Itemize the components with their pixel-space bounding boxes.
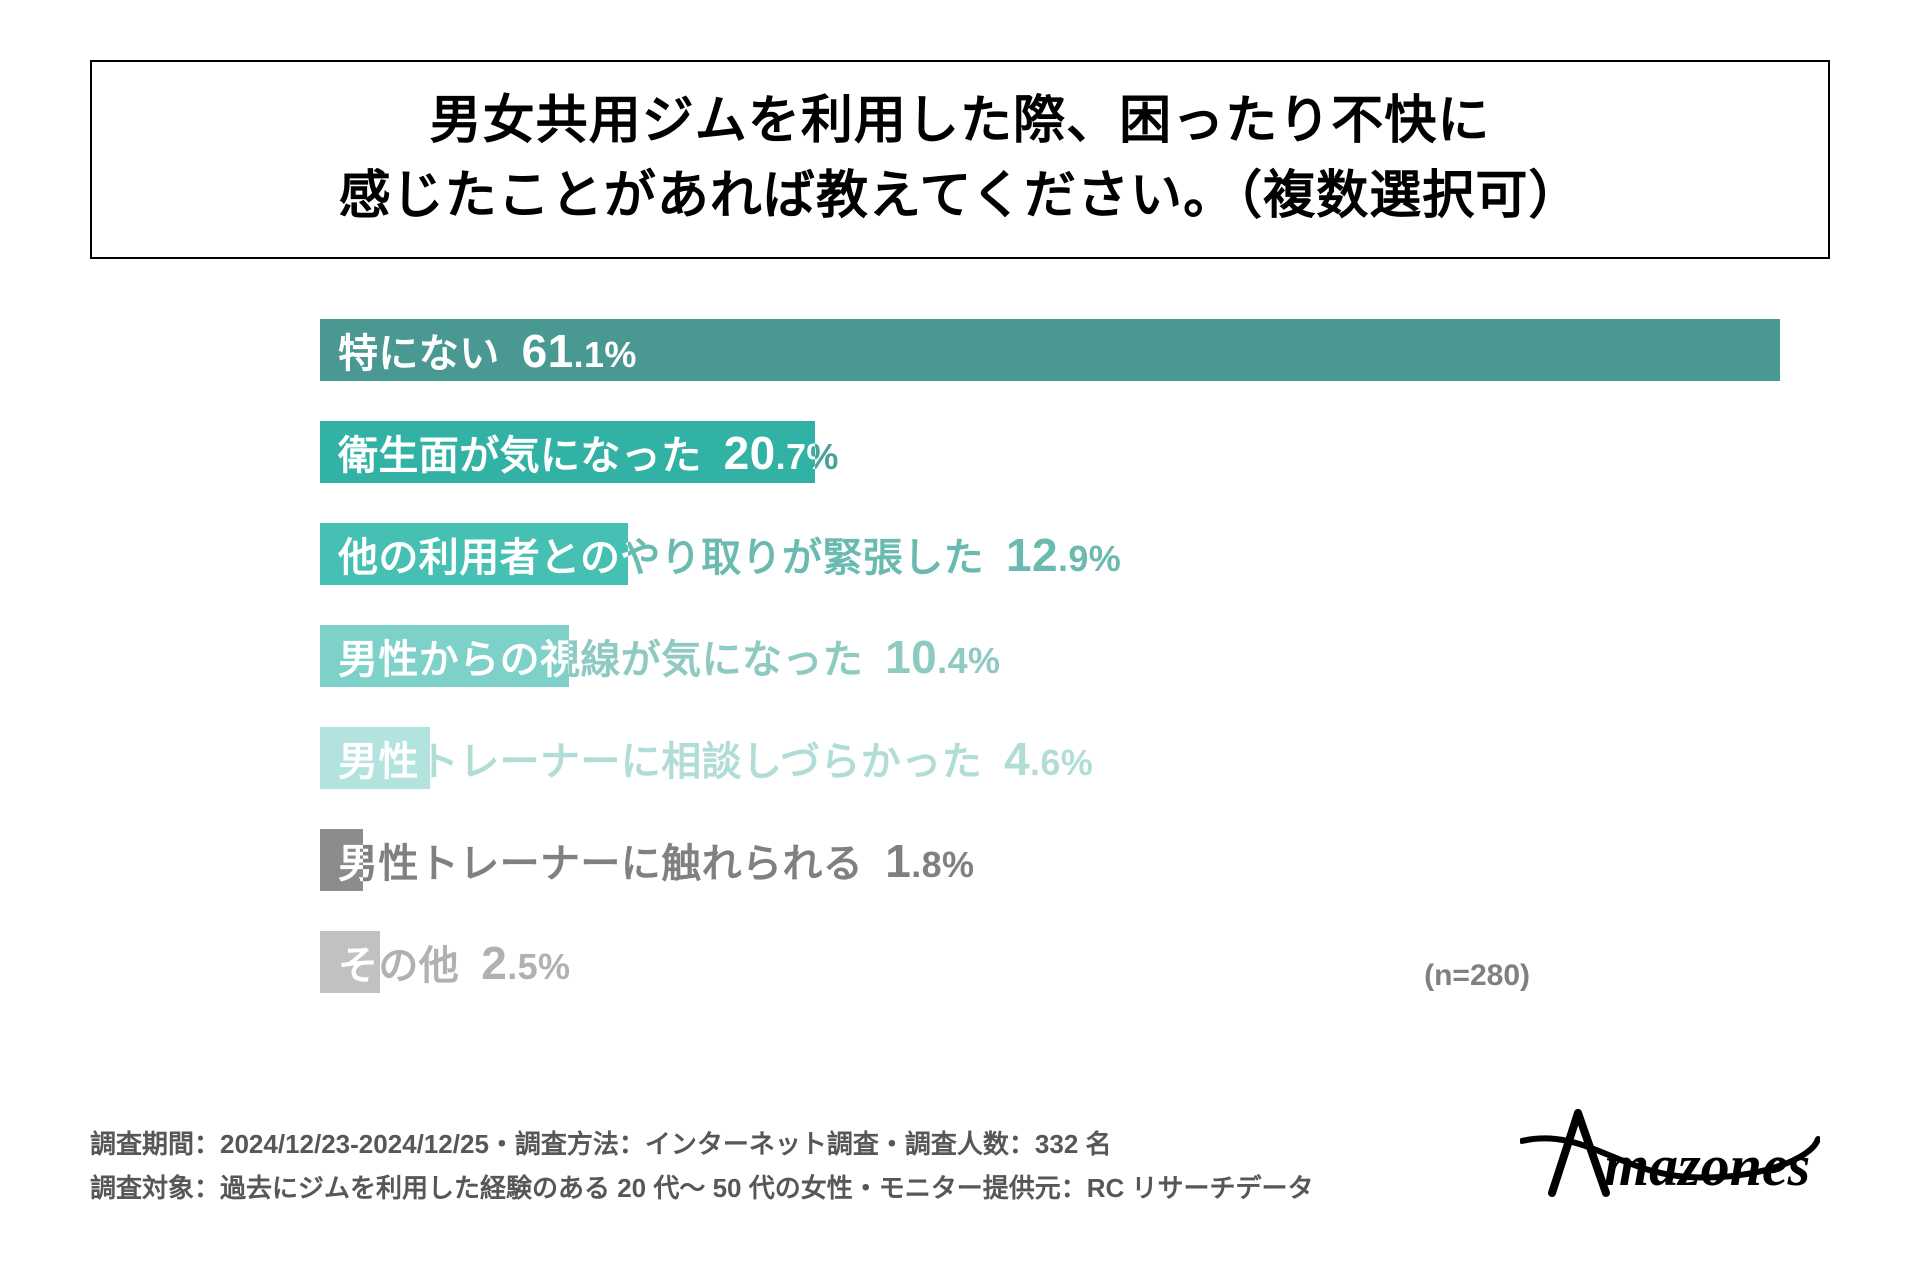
bar-value-text: 1.8% xyxy=(885,834,974,888)
footer-line-2: 調査対象：過去にジムを利用した経験のある 20 代～ 50 代の女性・モニター提… xyxy=(90,1166,1314,1210)
bar-row: その他 2.5% xyxy=(320,931,1780,993)
bar-value-text: 2.5% xyxy=(481,936,570,990)
bar-category-text: 男性トレーナーに相談しづらかった xyxy=(338,740,982,784)
amazones-logo-svg: mazones xyxy=(1520,1105,1820,1215)
bar-value-text: 10.4% xyxy=(885,630,1000,684)
sample-size-note: (n=280) xyxy=(1424,959,1530,993)
bar-chart: 特にない 61.1% 衛生面が気になった 20.7% 他の利用者とのやり取りが緊張した 1… xyxy=(320,319,1780,1033)
bar-category-text: 他の利用者とのやり取りが緊張した xyxy=(338,536,984,580)
bar-value-text: 12.9% xyxy=(1006,528,1121,582)
bar-row: 特にない 61.1% xyxy=(320,319,1780,381)
bar-category-text: 男性からの視線が気になった xyxy=(338,638,863,682)
footer-line-1: 調査期間：2024/12/23-2024/12/25・調査方法：インターネット調… xyxy=(90,1122,1314,1166)
title-line-1: 男女共用ジムを利用した際、困ったり不快に xyxy=(430,92,1491,150)
bar-category-text: 特にない xyxy=(338,332,500,376)
bar-category-text: その他 xyxy=(338,944,459,988)
bar-value-text: 20.7% xyxy=(724,426,839,480)
bar-value-text: 61.1% xyxy=(522,324,637,378)
bar-row: 他の利用者とのやり取りが緊張した 12.9% xyxy=(320,523,1780,585)
brand-logo: mazones xyxy=(1520,1105,1820,1220)
bar-label: 男性からの視線が気になった 10.4% xyxy=(338,627,1000,685)
survey-footer: 調査期間：2024/12/23-2024/12/25・調査方法：インターネット調… xyxy=(90,1122,1314,1210)
slide-container: 男女共用ジムを利用した際、困ったり不快に 感じたことがあれば教えてください。（複… xyxy=(0,0,1920,1280)
bar-label: 他の利用者とのやり取りが緊張した 12.9% xyxy=(338,525,1121,583)
bar-row: 衛生面が気になった 20.7% xyxy=(320,421,1780,483)
title-text: 男女共用ジムを利用した際、困ったり不快に 感じたことがあれば教えてください。（複… xyxy=(132,84,1788,235)
title-line-2: 感じたことがあれば教えてください。（複数選択可） xyxy=(339,167,1582,225)
bar-category-text: 衛生面が気になった xyxy=(338,434,702,478)
logo-wordmark-tail: mazones xyxy=(1604,1133,1810,1198)
bar-label: 男性トレーナーに触れられる 1.8% xyxy=(338,831,974,889)
bar-category-text: 男性トレーナーに触れられる xyxy=(338,842,863,886)
title-box: 男女共用ジムを利用した際、困ったり不快に 感じたことがあれば教えてください。（複… xyxy=(90,60,1830,259)
bar-label: 衛生面が気になった 20.7% xyxy=(338,423,839,481)
bar-row: 男性トレーナーに触れられる 1.8% xyxy=(320,829,1780,891)
bar-label: 特にない 61.1% xyxy=(338,321,637,379)
bar-row: 男性トレーナーに相談しづらかった 4.6% xyxy=(320,727,1780,789)
bar-label: 男性トレーナーに相談しづらかった 4.6% xyxy=(338,729,1093,787)
bar-row: 男性からの視線が気になった 10.4% xyxy=(320,625,1780,687)
bar-label: その他 2.5% xyxy=(338,933,570,991)
bar-value-text: 4.6% xyxy=(1004,732,1093,786)
